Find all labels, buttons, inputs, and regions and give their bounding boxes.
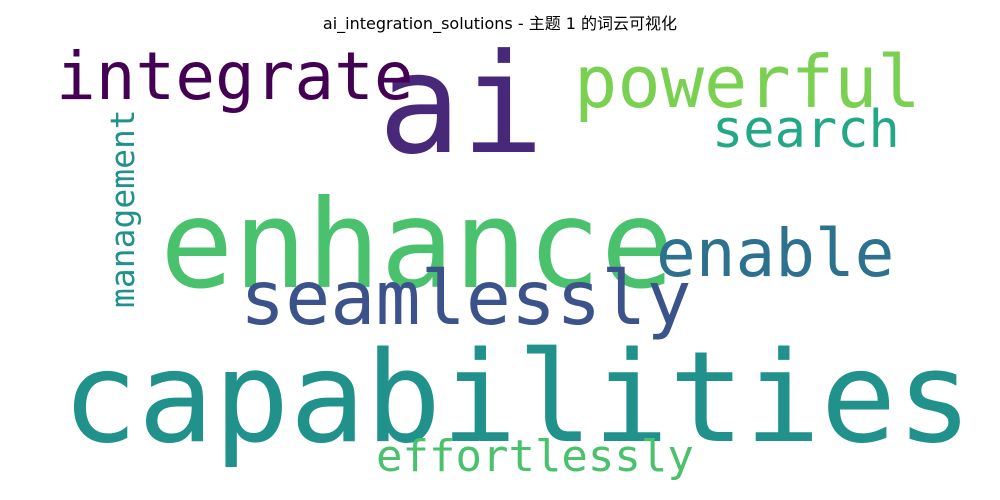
word-ai: ai bbox=[378, 24, 544, 185]
chart-title: ai_integration_solutions - 主题 1 的词云可视化 bbox=[322, 14, 678, 33]
word-integrate: integrate bbox=[56, 38, 414, 115]
word-search: search bbox=[712, 100, 900, 160]
word-effortlessly: effortlessly bbox=[376, 431, 694, 482]
word-capabilities: capabilities bbox=[62, 324, 972, 471]
word-enhance: enhance bbox=[160, 174, 674, 316]
word-powerful: powerful bbox=[574, 40, 921, 124]
word-management: management bbox=[103, 109, 142, 308]
word-enable: enable bbox=[656, 215, 894, 292]
word-seamlessly: seamlessly bbox=[240, 254, 692, 342]
